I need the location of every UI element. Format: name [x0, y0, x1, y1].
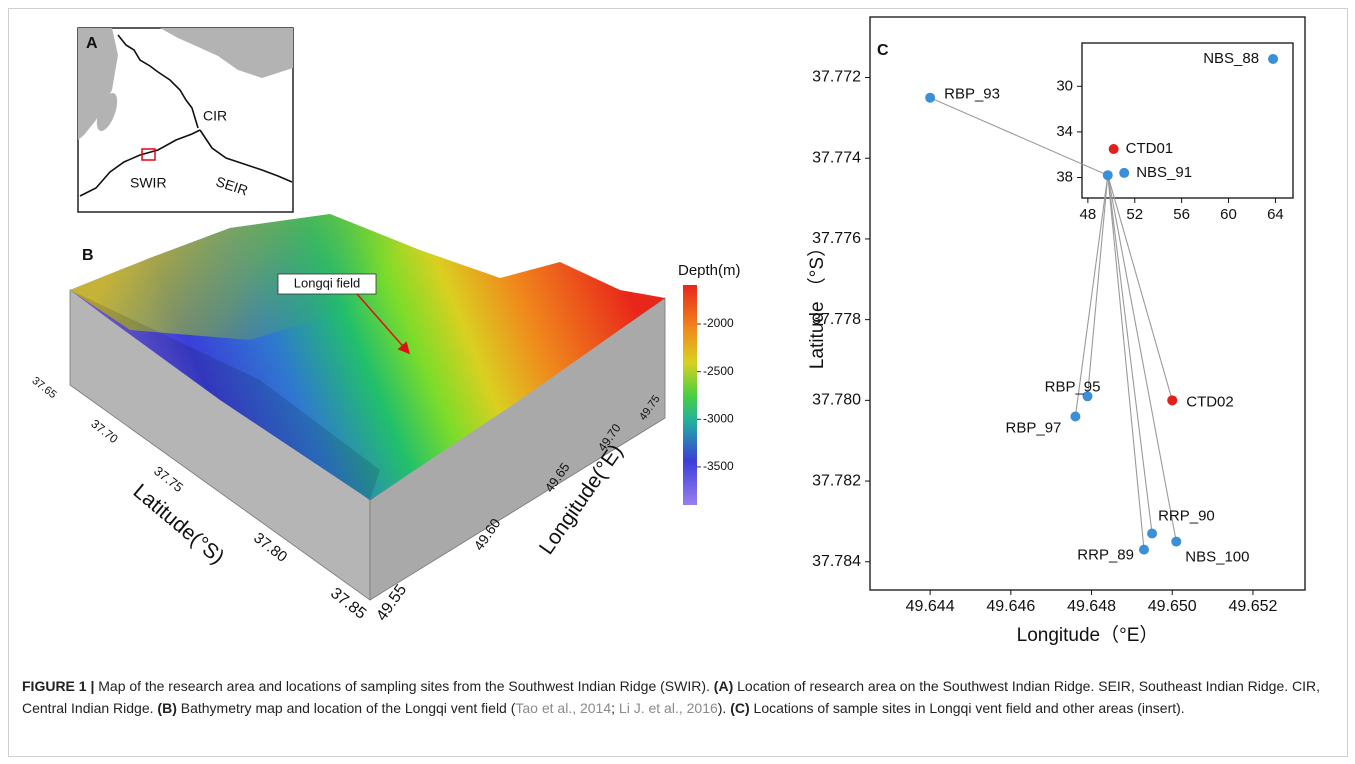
axis-label: Latitude(°S)	[129, 480, 229, 569]
ridge-label: SWIR	[130, 175, 167, 191]
data-point	[1070, 411, 1080, 421]
panel-label: C	[877, 42, 889, 59]
x-tick-label: 49.644	[906, 598, 955, 615]
point-label: RRP_89	[1077, 547, 1134, 564]
data-point	[1103, 170, 1113, 180]
point-label: CTD02	[1186, 393, 1234, 410]
point-label: RBP_95	[1045, 378, 1101, 395]
point-label: RRP_90	[1158, 507, 1215, 524]
x-tick-label: 52	[1126, 206, 1143, 223]
connector	[1108, 175, 1152, 533]
colorbar-tick-label: -3500	[703, 459, 734, 473]
data-point	[1119, 168, 1129, 178]
x-tick-label: 56	[1173, 206, 1190, 223]
latitude-tick-label: 37.65	[30, 375, 59, 401]
data-point	[1268, 54, 1278, 64]
y-tick-label: 37.782	[812, 472, 861, 489]
caption-text: FIGURE 1 |	[22, 678, 94, 694]
connector	[930, 98, 1108, 176]
panel-label: B	[82, 247, 94, 264]
data-point	[1147, 529, 1157, 539]
y-tick-label: 37.774	[812, 149, 861, 166]
x-tick-label: 60	[1220, 206, 1237, 223]
y-tick-label: 37.784	[812, 553, 861, 570]
connector	[1108, 175, 1144, 549]
panel-c: 37.77237.77437.77637.77837.78037.78237.7…	[806, 17, 1305, 646]
x-axis-label: Longitude（°E）	[1017, 624, 1159, 646]
y-tick-label: 38	[1056, 168, 1073, 185]
caption-text: (A)	[714, 678, 733, 694]
colorbar-tick-label: -3000	[703, 411, 734, 425]
annotation: Longqi field	[294, 275, 361, 290]
caption-text[interactable]: Li J. et al., 2016	[619, 700, 718, 716]
colorbar-tick-label: -2500	[703, 364, 734, 378]
y-tick-label: 30	[1056, 77, 1073, 94]
x-tick-label: 49.648	[1067, 598, 1116, 615]
y-tick-label: 34	[1056, 123, 1073, 140]
caption-text: Bathymetry map and location of the Longq…	[177, 700, 516, 716]
point-label: NBS_91	[1136, 164, 1192, 181]
y-tick-label: 37.772	[812, 69, 861, 86]
caption-text: (B)	[157, 700, 176, 716]
data-point	[1167, 395, 1177, 405]
x-tick-label: 48	[1080, 206, 1097, 223]
connector	[1108, 175, 1176, 541]
caption-text: ).	[718, 700, 730, 716]
x-tick-label: 49.652	[1228, 598, 1277, 615]
data-point	[1171, 537, 1181, 547]
latitude-tick-label: 37.70	[88, 417, 121, 447]
point-label: NBS_100	[1185, 549, 1249, 566]
caption-text: Map of the research area and locations o…	[94, 678, 713, 694]
colorbar	[683, 285, 697, 505]
ridge-label: CIR	[203, 108, 227, 124]
panel-a: A CIR SWIR SEIR	[78, 28, 293, 212]
caption-text[interactable]: Tao et al., 2014	[515, 700, 611, 716]
caption-text: Locations of sample sites in Longqi vent…	[750, 700, 1185, 716]
colorbar-tick-label: -2000	[703, 316, 734, 330]
caption-text: ;	[611, 700, 619, 716]
y-axis-label: Latitude （°S）	[806, 238, 828, 369]
point-label: NBS_88	[1203, 50, 1259, 67]
panel-b: B Longqi field Depth(m) -2000 -2500 -3000 -…	[30, 214, 741, 624]
data-point	[1109, 144, 1119, 154]
data-point	[925, 93, 935, 103]
point-label: RBP_93	[944, 86, 1000, 103]
caption: FIGURE 1 | Map of the research area and …	[22, 675, 1322, 719]
panel-label: A	[86, 35, 98, 52]
x-tick-label: 49.646	[986, 598, 1035, 615]
colorbar-title: Depth(m)	[678, 262, 741, 279]
caption-text: (C)	[730, 700, 749, 716]
x-tick-label: 64	[1267, 206, 1284, 223]
x-tick-label: 49.650	[1148, 598, 1197, 615]
figure: A CIR SWIR SEIR B Longqi field Depth(m) …	[0, 0, 1355, 670]
point-label: RBP_97	[1006, 419, 1062, 436]
point-label: CTD01	[1126, 140, 1174, 157]
y-tick-label: 37.780	[812, 392, 861, 409]
data-point	[1139, 545, 1149, 555]
